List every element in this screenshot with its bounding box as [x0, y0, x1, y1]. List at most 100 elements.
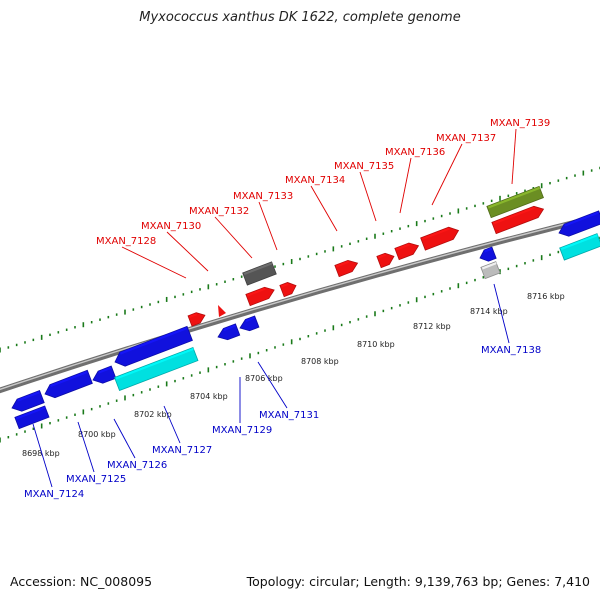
gene-highlight — [492, 206, 535, 225]
gene-highlight — [119, 327, 188, 355]
gene-feature — [334, 259, 359, 278]
gene-label-bottom: MXAN_7131 — [259, 410, 319, 421]
feature-labels: MXAN_7128 MXAN_7130 MXAN_7132 MXAN_7133 MXAN… — [24, 118, 550, 500]
gene-body — [245, 286, 275, 307]
scale-label: 8710 kbp — [357, 340, 395, 349]
gene-feature — [420, 226, 460, 251]
gene-label-bottom: MXAN_7126 — [107, 460, 167, 471]
gene-feature — [11, 389, 45, 412]
gene-feature — [187, 312, 206, 327]
gene-highlight — [484, 247, 492, 253]
leader-line-top — [431, 143, 463, 206]
gene-highlight — [98, 366, 112, 374]
gene-highlight — [189, 313, 198, 318]
gene-highlight — [223, 324, 236, 331]
gene-label-bottom: MXAN_7125 — [66, 474, 126, 485]
gene-feature — [92, 365, 117, 384]
leader-line-top — [166, 231, 209, 272]
gene-feature — [559, 233, 600, 261]
gene-body — [479, 246, 497, 262]
scale-label: 8708 kbp — [301, 357, 339, 366]
leader-line-bottom — [32, 423, 53, 488]
gene-feature — [558, 210, 600, 237]
scale-ticks: 8698 kbp 8700 kbp 8702 kbp 8704 kbp 8706 kbp… — [0, 166, 600, 458]
gene-label-top: MXAN_7139 — [490, 118, 550, 129]
gene-feature — [114, 325, 193, 367]
gene-feature — [113, 346, 199, 392]
gene-body — [394, 242, 420, 261]
gene-feature — [376, 252, 395, 269]
gene-body — [44, 369, 93, 399]
gene-feature — [491, 205, 545, 235]
leader-line-top — [121, 246, 187, 279]
gene-feature — [486, 185, 544, 219]
gene-body — [558, 210, 600, 237]
gene-highlight — [15, 406, 46, 420]
leader-line-bottom — [77, 421, 95, 473]
gene-feature — [239, 315, 260, 332]
leader-line-top — [258, 201, 278, 251]
scale-label: 8704 kbp — [190, 392, 228, 401]
gene-body — [480, 261, 501, 280]
gene-feature — [480, 261, 501, 280]
gene-label-top: MXAN_7137 — [436, 133, 496, 144]
gene-feature — [479, 246, 497, 262]
map-title: Myxococcus xanthus DK 1622, complete gen… — [139, 10, 461, 25]
gene-highlight — [560, 234, 598, 251]
gene-label-top: MXAN_7133 — [233, 191, 293, 202]
gene-body — [279, 282, 297, 298]
gene-label-top: MXAN_7128 — [96, 236, 156, 247]
gene-feature — [279, 282, 297, 298]
gene-body — [486, 185, 544, 219]
gene-label-bottom: MXAN_7127 — [152, 445, 212, 456]
gene-highlight — [377, 253, 387, 259]
scale-label: 8702 kbp — [134, 410, 172, 419]
leader-line-top — [511, 128, 517, 185]
leader-line-bottom — [113, 418, 136, 459]
scale-label: 8698 kbp — [22, 449, 60, 458]
accession-text: Accession: NC_008095 — [10, 574, 153, 589]
gene-highlight — [245, 316, 255, 322]
gene-highlight — [243, 262, 273, 276]
leader-line-bottom — [493, 283, 510, 344]
gene-feature-small — [218, 305, 226, 317]
leader-line-bottom — [163, 405, 181, 444]
gene-body — [334, 259, 359, 278]
gene-feature — [217, 323, 241, 341]
gene-body — [114, 325, 193, 367]
gene-label-bottom: MXAN_7138 — [481, 345, 541, 356]
gene-highlight — [487, 186, 541, 209]
gene-body — [217, 323, 241, 341]
label-leader-lines — [32, 128, 517, 488]
scale-label: 8700 kbp — [78, 430, 116, 439]
gene-feature — [44, 369, 93, 399]
gene-highlight — [335, 260, 349, 268]
scale-label: 8716 kbp — [527, 292, 565, 301]
gene-body — [113, 346, 199, 392]
leader-line-top — [310, 185, 338, 232]
gene-label-top: MXAN_7134 — [285, 175, 345, 186]
gene-label-bottom: MXAN_7129 — [212, 425, 272, 436]
gene-label-top: MXAN_7132 — [189, 206, 249, 217]
gene-body — [11, 389, 45, 412]
gene-features — [11, 185, 600, 430]
scale-label: 8712 kbp — [413, 322, 451, 331]
gene-body — [491, 205, 545, 235]
gene-body — [14, 405, 50, 430]
gene-body — [420, 226, 460, 251]
leader-line-bottom — [257, 361, 288, 409]
gene-highlight — [50, 371, 88, 388]
gene-highlight — [280, 282, 289, 288]
gene-body — [239, 315, 260, 332]
gene-highlight — [395, 243, 410, 251]
genome-summary-text: Topology: circular; Length: 9,139,763 bp… — [246, 574, 590, 589]
gene-label-bottom: MXAN_7124 — [24, 489, 84, 500]
backbone-line — [0, 213, 600, 394]
scale-label: 8714 kbp — [470, 307, 508, 316]
gene-highlight — [564, 211, 599, 227]
gene-body — [376, 252, 395, 269]
gene-body — [559, 233, 600, 261]
leader-line-top — [399, 157, 412, 214]
gene-label-top: MXAN_7130 — [141, 221, 201, 232]
